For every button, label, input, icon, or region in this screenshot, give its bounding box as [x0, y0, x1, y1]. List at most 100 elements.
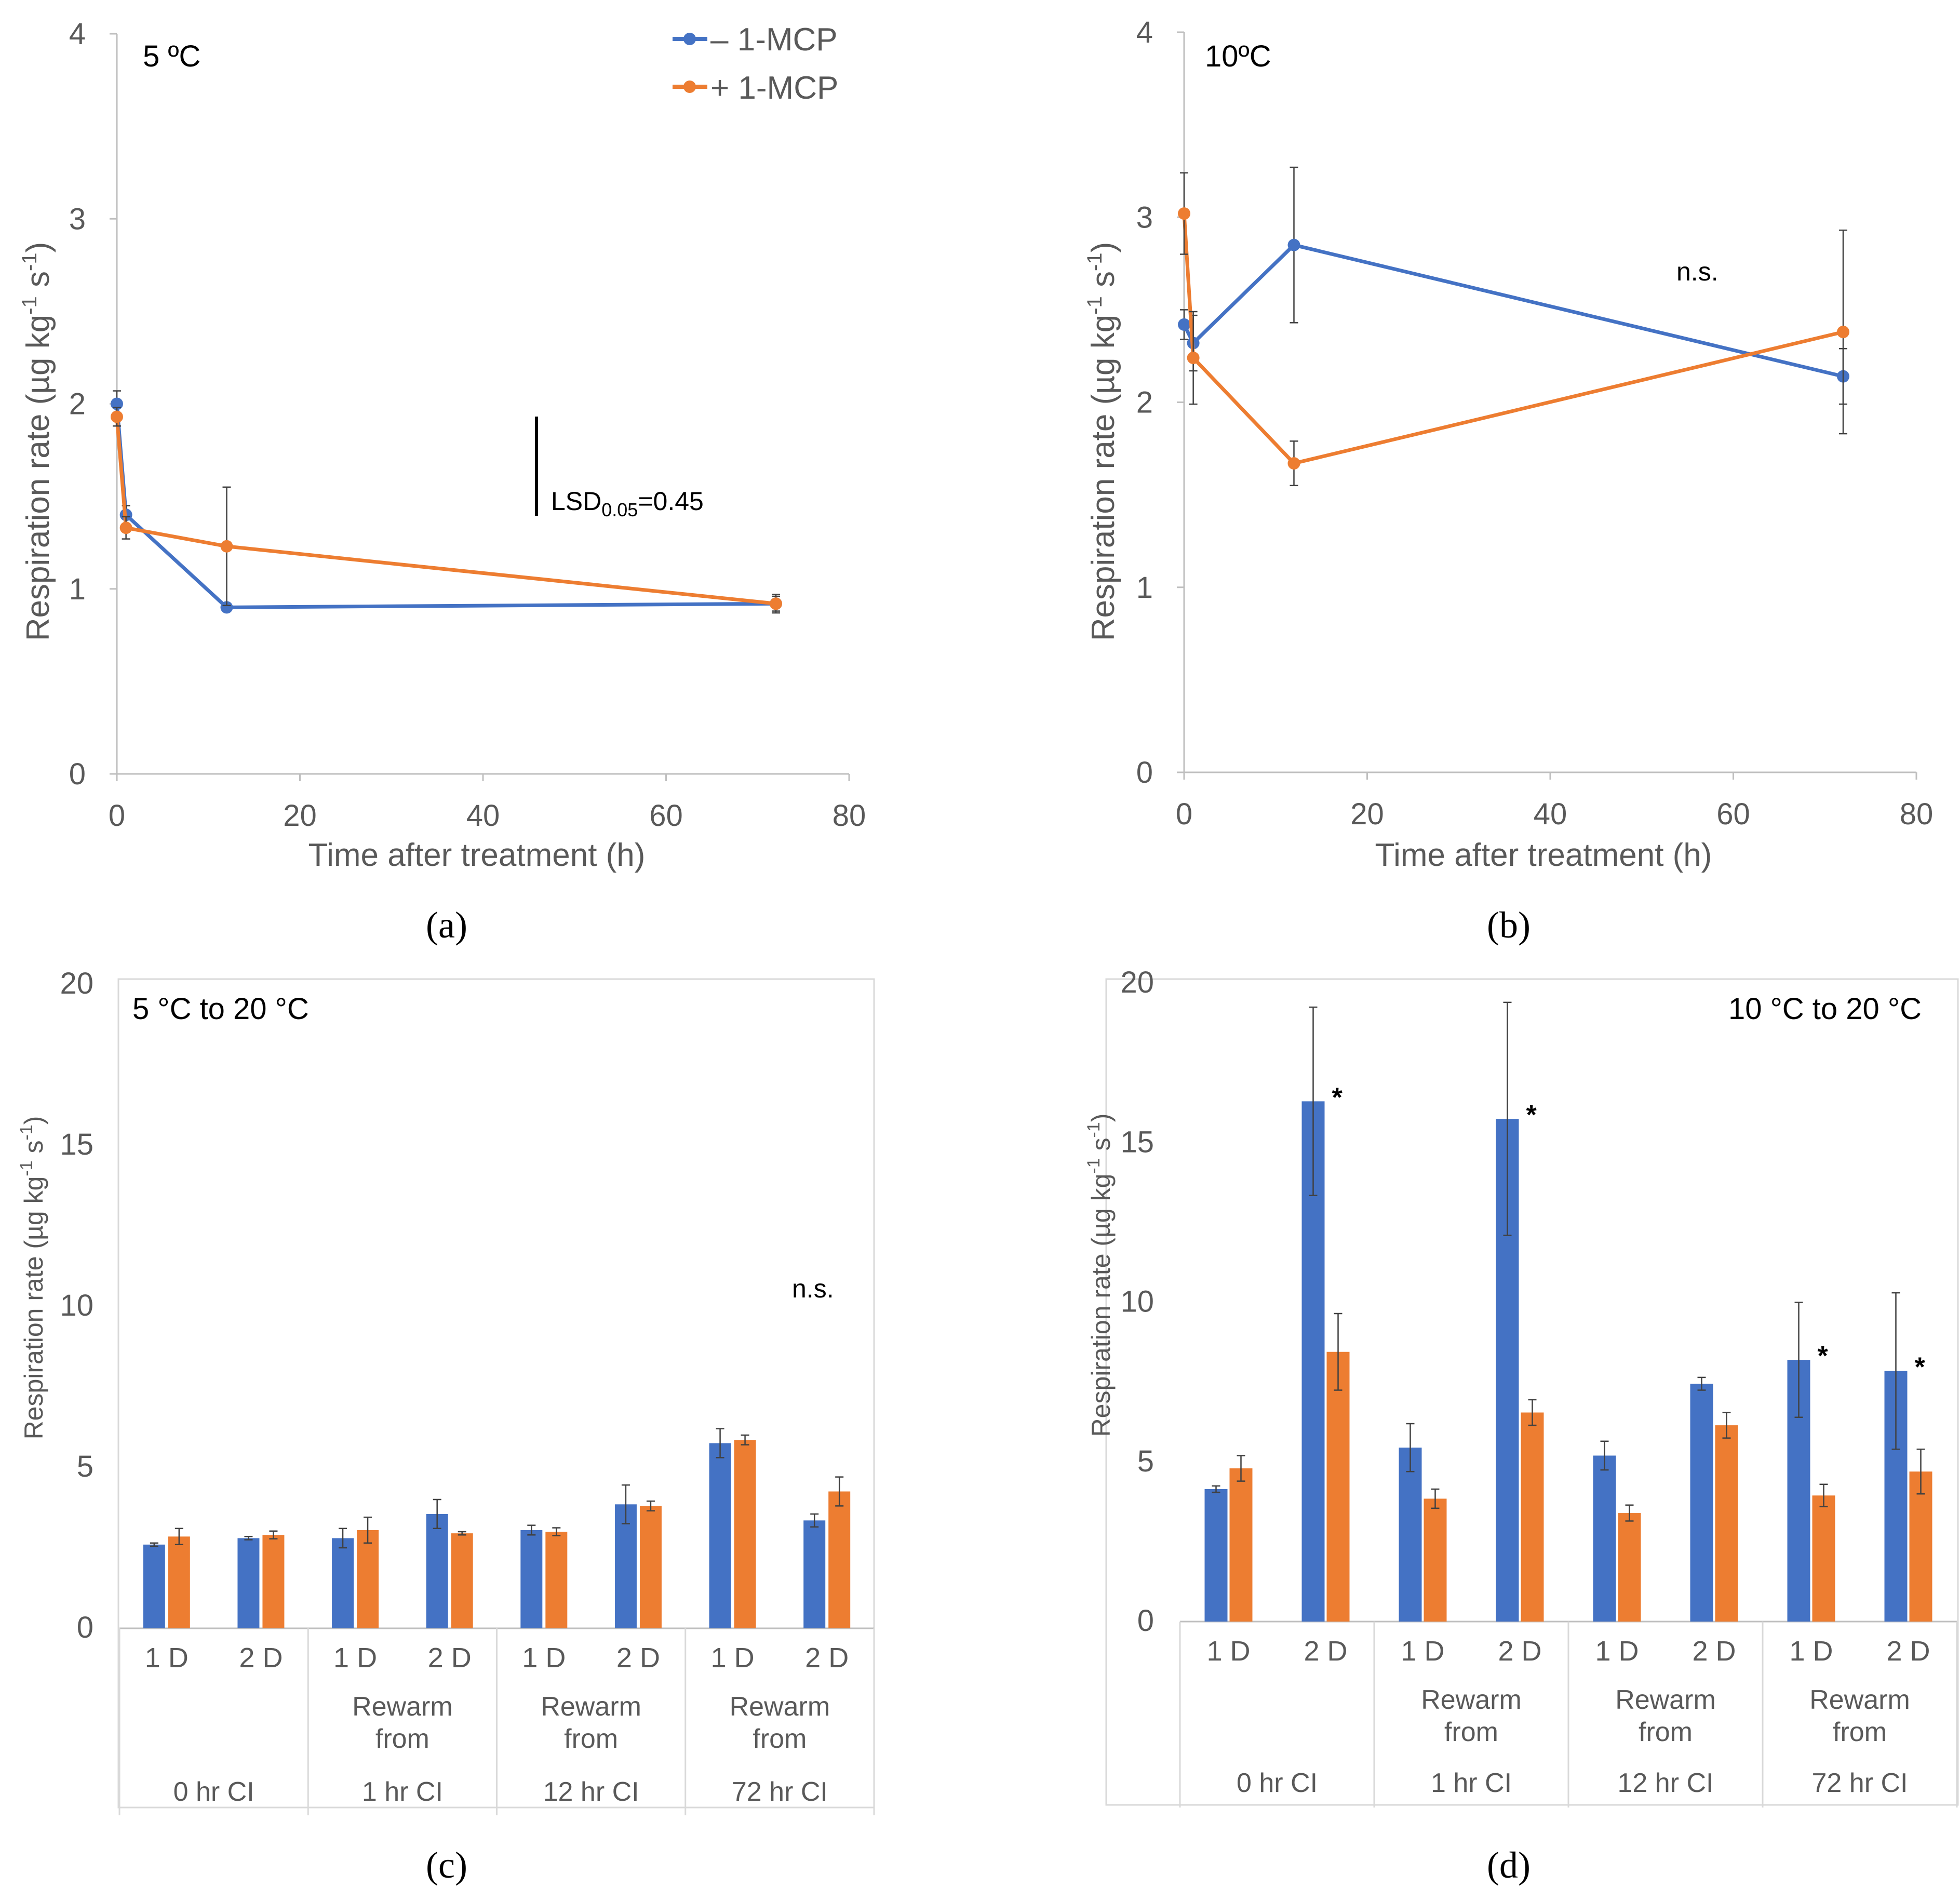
- series-line-plus: [1182, 213, 1844, 465]
- panel-b-x-axis-label: Time after treatment (h): [1375, 837, 1712, 873]
- group-label: from: [1444, 1717, 1498, 1747]
- category-label: 1 D: [145, 1642, 189, 1674]
- y-tick-label: 4: [69, 17, 86, 51]
- category-label: 1 D: [1595, 1636, 1639, 1667]
- y-tick-label: 15: [1120, 1125, 1154, 1159]
- bar-minus: [709, 1443, 731, 1628]
- bar-plus: [1326, 1351, 1350, 1622]
- legend-plus-label: + 1-MCP: [710, 70, 838, 106]
- data-point-plus: [111, 410, 123, 423]
- x-tick-label: 60: [1716, 797, 1750, 831]
- panel-d-bar-chart: 0 5 10 15 20 1 D 2 D 1 D 2 D 1 D 2 D 1 D 2 D 0 hr CI R…: [1084, 966, 1959, 1886]
- y-tick-label: 2: [69, 387, 86, 421]
- bar-plus: [639, 1506, 662, 1628]
- category-label: 2 D: [1304, 1636, 1347, 1667]
- panel-c-y-axis-label: Respiration rate (µg kg-1 s-1): [17, 1116, 48, 1440]
- data-point-minus: [220, 601, 233, 614]
- bar-plus: [357, 1530, 379, 1628]
- group-label: 12 hr CI: [1618, 1768, 1714, 1798]
- category-label: 2 D: [1498, 1636, 1541, 1667]
- data-point-minus: [1287, 238, 1300, 251]
- x-tick-label: 80: [1900, 797, 1934, 831]
- category-label: 1 D: [1789, 1636, 1833, 1667]
- data-point-plus: [1287, 457, 1300, 470]
- bar-minus: [1690, 1384, 1713, 1622]
- panel-a-lsd-label: LSD0.05=0.45: [551, 487, 704, 520]
- group-label: Rewarm: [541, 1692, 641, 1722]
- group-label: 0 hr CI: [1237, 1768, 1318, 1798]
- y-tick-label: 3: [1136, 200, 1153, 234]
- category-label: 2 D: [239, 1642, 283, 1674]
- bar-plus: [828, 1491, 851, 1628]
- y-tick-label: 20: [60, 967, 93, 1000]
- bar-minus: [520, 1530, 543, 1628]
- group-label: from: [564, 1724, 618, 1754]
- y-tick-label: 20: [1120, 966, 1154, 999]
- y-tick-label: 15: [60, 1128, 93, 1161]
- significance-star: *: [1332, 1082, 1343, 1113]
- group-label: 72 hr CI: [732, 1777, 828, 1807]
- significance-star: *: [1818, 1341, 1829, 1371]
- panel-b-marks: [1178, 166, 1849, 487]
- group-label: 1 hr CI: [362, 1777, 443, 1807]
- category-label: 1 D: [333, 1642, 377, 1674]
- group-label: from: [375, 1724, 429, 1754]
- y-tick-label: 0: [77, 1611, 93, 1644]
- bar-plus: [1424, 1498, 1447, 1622]
- group-label: Rewarm: [352, 1692, 453, 1722]
- bar-minus: [803, 1520, 826, 1628]
- significance-star: *: [1915, 1353, 1926, 1383]
- category-label: 2 D: [1692, 1636, 1736, 1667]
- panel-b-ns-label: n.s.: [1676, 257, 1719, 286]
- bar-minus: [1593, 1455, 1616, 1622]
- x-tick-label: 0: [1176, 797, 1192, 831]
- panel-a-marks: [111, 390, 782, 614]
- y-tick-label: 0: [69, 757, 86, 791]
- panel-b-line-chart: 0 20 40 60 80 0 1 2 3 4 10ºC Time after treatment…: [1083, 16, 1933, 946]
- panel-c-bar-chart: 0 5 10 15 20 1 D 2 D 1 D 2 D 1 D 2 D 1 D 2 D 0 hr CI R…: [17, 967, 875, 1886]
- data-point-plus: [220, 540, 233, 553]
- panel-a-title: 5 ºC: [143, 39, 200, 73]
- bar-plus: [1715, 1425, 1738, 1622]
- group-label: 1 hr CI: [1431, 1768, 1512, 1798]
- panel-d-sublabel: (d): [1487, 1844, 1531, 1886]
- panel-d-title: 10 °C to 20 °C: [1728, 992, 1922, 1026]
- panel-a-line-chart: 0 20 40 60 80 0 1 2 3 4 5 ºC Time after treatment…: [18, 17, 866, 946]
- group-label: Rewarm: [1809, 1685, 1910, 1715]
- data-point-plus: [1187, 352, 1200, 364]
- panel-d-axes: 0 5 10 15 20 1 D 2 D 1 D 2 D 1 D 2 D 1 D 2 D 0 hr CI R…: [1120, 966, 1958, 1808]
- legend: – 1-MCP + 1-MCP: [673, 22, 838, 106]
- group-label: 0 hr CI: [173, 1777, 254, 1807]
- data-point-plus: [1837, 326, 1849, 339]
- panel-c-title: 5 °C to 20 °C: [132, 992, 309, 1026]
- bar-plus: [168, 1536, 190, 1628]
- bar-minus: [1399, 1448, 1422, 1622]
- y-tick-label: 5: [1137, 1444, 1154, 1478]
- data-point-plus: [1178, 207, 1190, 220]
- x-tick-label: 60: [649, 799, 683, 833]
- panel-c-axes: 0 5 10 15 20 1 D 2 D 1 D 2 D 1 D 2 D 1 D 2 D 0 hr CI R…: [60, 967, 875, 1815]
- bar-plus: [734, 1440, 756, 1628]
- bar-plus: [1229, 1468, 1253, 1622]
- bar-plus: [545, 1532, 568, 1628]
- series-line-minus: [1182, 243, 1844, 379]
- panel-c-ns-label: n.s.: [792, 1274, 834, 1303]
- x-tick-label: 80: [833, 799, 866, 833]
- y-tick-label: 5: [77, 1450, 93, 1483]
- group-label: Rewarm: [730, 1692, 830, 1722]
- bar-plus: [451, 1533, 473, 1628]
- bar-minus: [614, 1504, 637, 1628]
- bar-plus: [1909, 1471, 1932, 1622]
- x-tick-label: 20: [283, 799, 317, 833]
- bar-minus: [332, 1538, 354, 1628]
- bar-minus: [237, 1538, 260, 1628]
- panel-a-sublabel: (a): [426, 904, 467, 946]
- legend-minus-label: – 1-MCP: [710, 22, 838, 58]
- bar-minus: [143, 1544, 165, 1628]
- bar-plus: [1812, 1495, 1835, 1622]
- panel-b-axes: 0 20 40 60 80 0 1 2 3 4: [1136, 16, 1934, 831]
- category-label: 2 D: [1886, 1636, 1930, 1667]
- panel-a-axes: 0 20 40 60 80 0 1 2 3 4: [69, 17, 866, 833]
